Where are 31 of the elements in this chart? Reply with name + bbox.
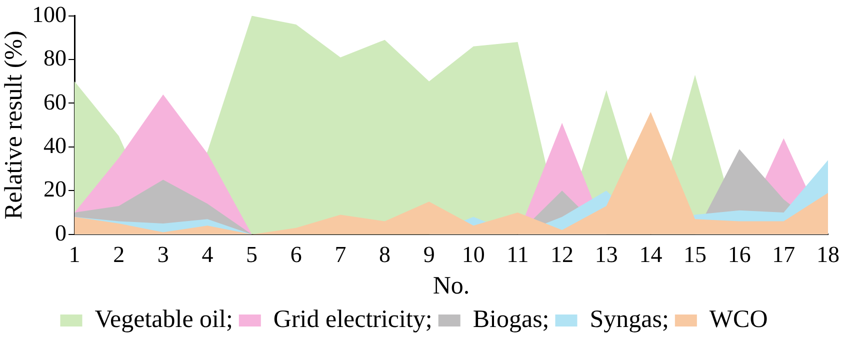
x-tick-label: 14 [639, 242, 663, 268]
legend-label: Biogas; [472, 306, 550, 334]
x-tick-label: 13 [594, 242, 618, 268]
x-tick-label: 12 [550, 242, 574, 268]
y-tick-label: 40 [44, 133, 66, 158]
legend-label: Vegetable oil; [94, 306, 233, 334]
legend-label: Grid electricity; [273, 306, 432, 334]
y-tick-label: 80 [44, 46, 66, 71]
x-tick-label: 1 [68, 242, 80, 268]
x-axis-title: No. [432, 272, 470, 300]
y-tick-label: 100 [32, 2, 66, 27]
x-tick-label: 2 [113, 242, 125, 268]
x-tick-label: 5 [246, 242, 258, 268]
x-tick-label: 15 [684, 242, 707, 268]
x-tick-label: 3 [157, 242, 169, 268]
y-tick-label: 60 [44, 89, 66, 114]
x-tick-label: 18 [816, 242, 840, 268]
x-tick-label: 6 [290, 242, 302, 268]
x-tick-label: 17 [772, 242, 796, 268]
y-axis-title: Relative result (%) [0, 30, 28, 220]
x-tick-label: 16 [728, 242, 751, 268]
legend-label: Syngas; [590, 306, 669, 334]
x-tick-label: 8 [379, 242, 391, 268]
x-tick-label: 7 [334, 242, 346, 268]
x-tick-label: 10 [462, 242, 485, 268]
y-tick-label: 0 [55, 220, 66, 246]
x-tick-label: 11 [506, 242, 529, 268]
x-tick-label: 9 [423, 242, 435, 268]
y-tick-label: 20 [44, 176, 66, 202]
legend-label: WCO [709, 306, 768, 334]
x-tick-label: 4 [202, 242, 214, 268]
